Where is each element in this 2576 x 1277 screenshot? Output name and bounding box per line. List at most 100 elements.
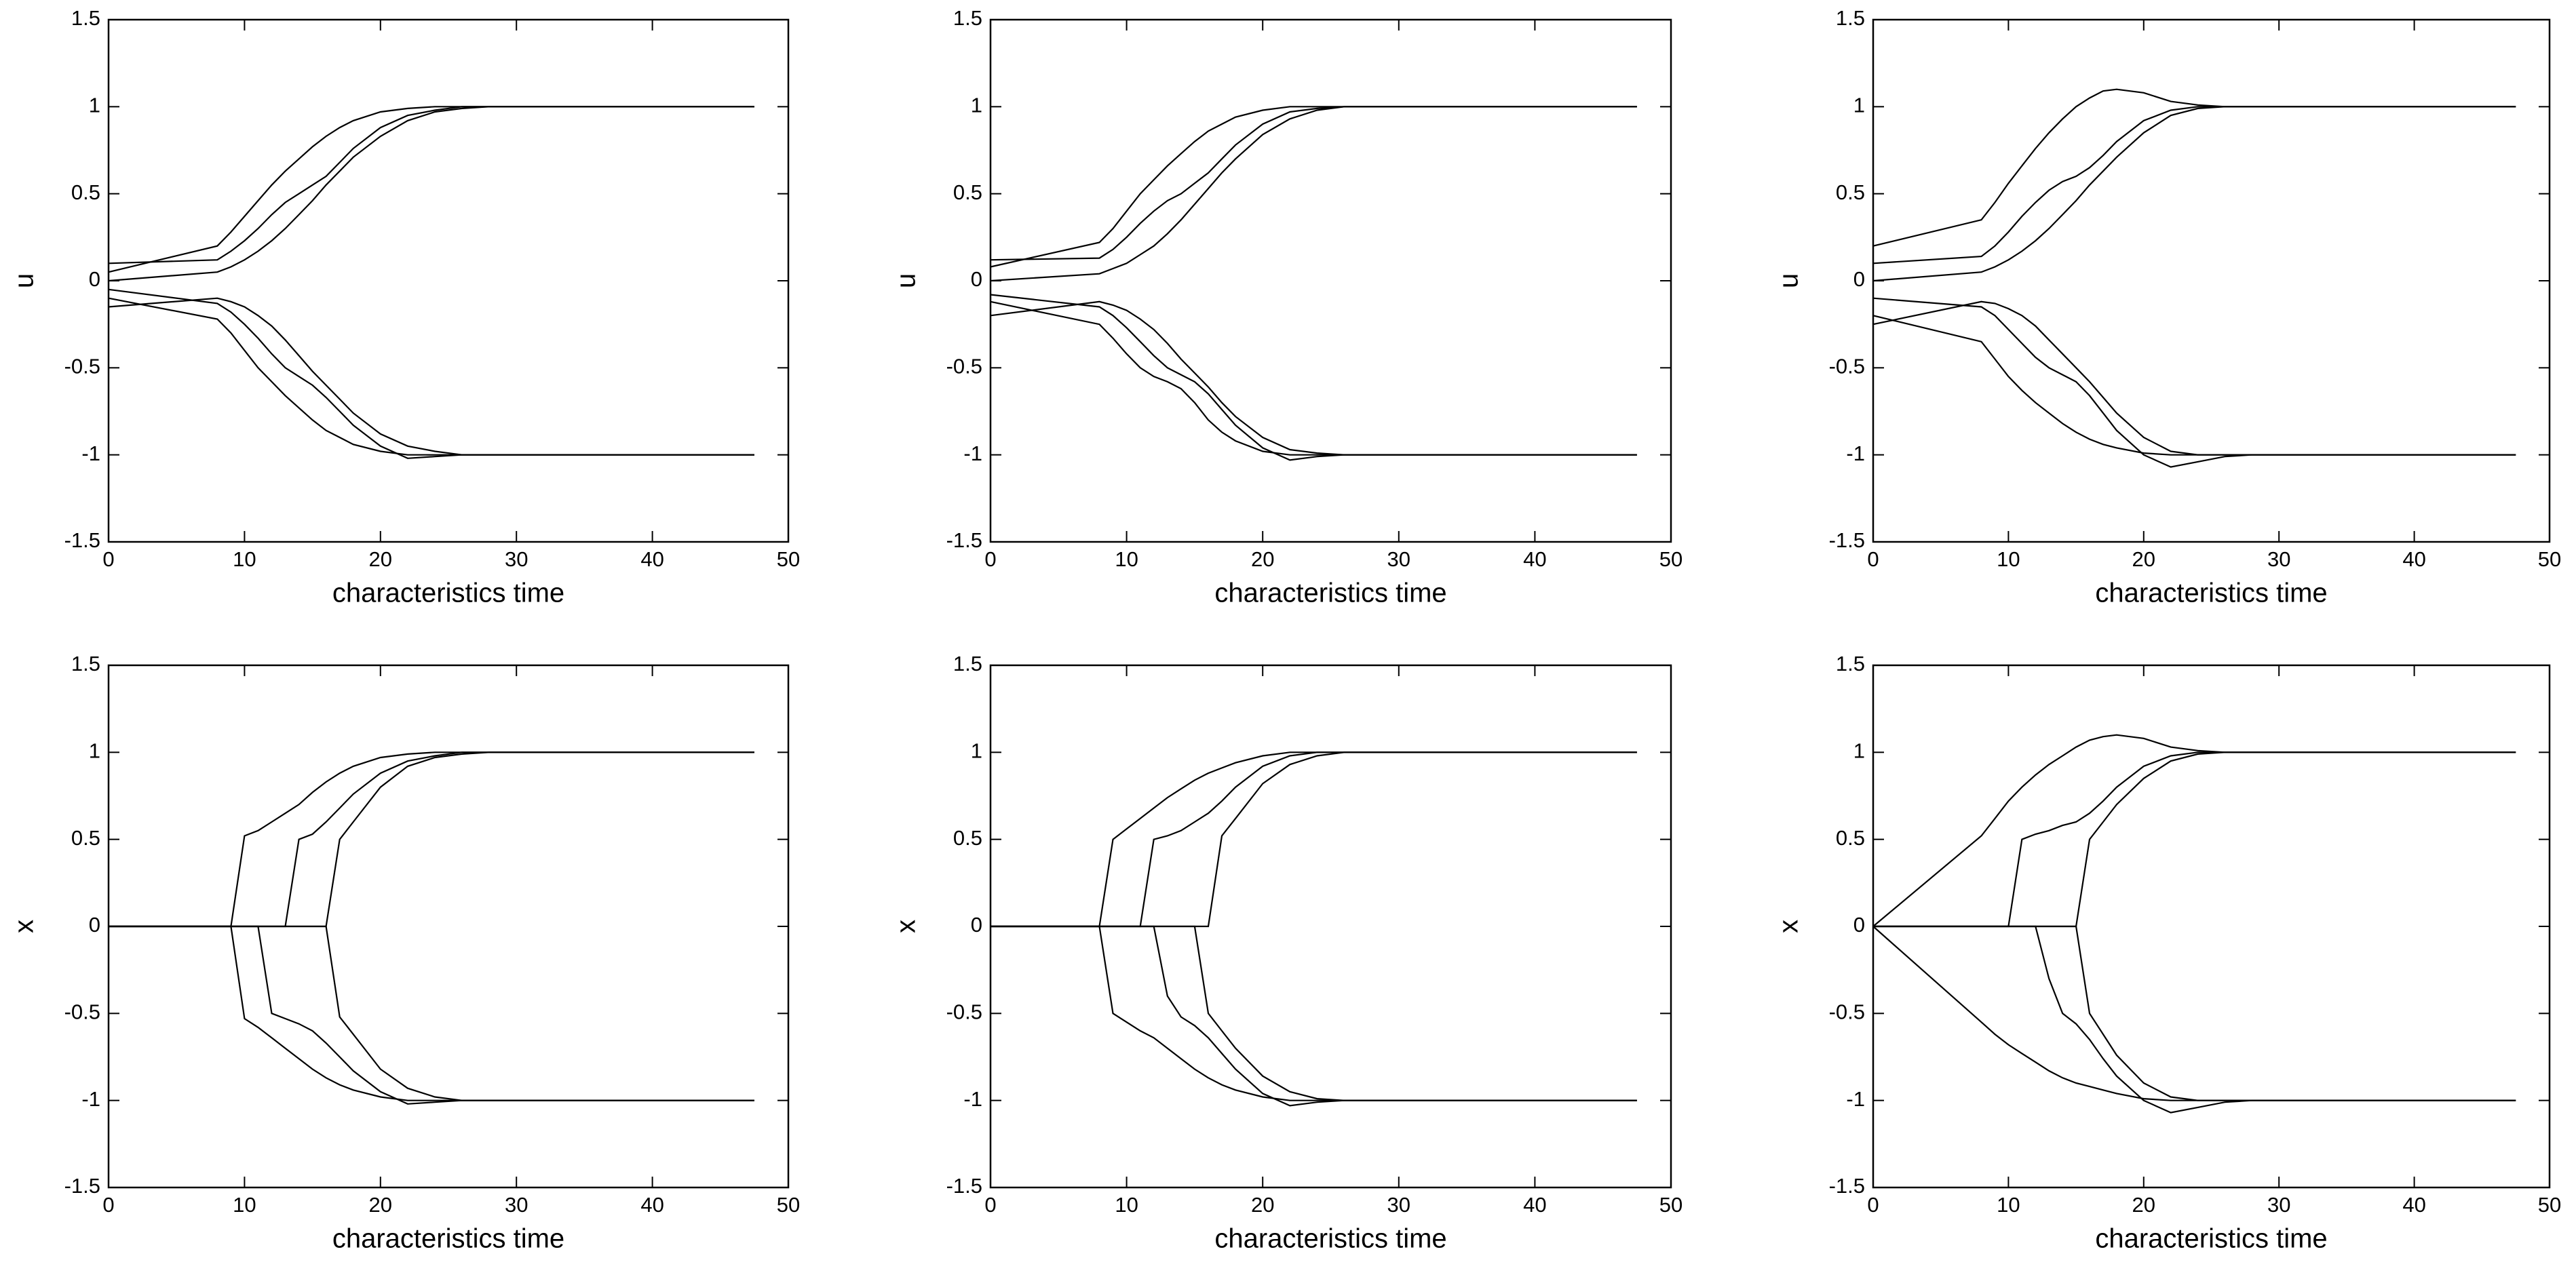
y-tick-label: -0.5 (64, 355, 100, 378)
y-tick-label: 0.5 (71, 826, 100, 850)
y-tick-label: -1 (1846, 441, 1865, 465)
y-tick-label: 1.5 (953, 6, 982, 30)
y-tick-label: 1 (971, 739, 982, 763)
data-line (990, 300, 1637, 456)
x-tick-label: 30 (2267, 1193, 2290, 1217)
x-tick-label: 40 (2402, 1193, 2425, 1217)
x-tick-label: 20 (1251, 547, 1274, 571)
y-tick-label: 1 (89, 739, 100, 763)
x-tick-label: 0 (102, 1193, 114, 1217)
data-line (109, 925, 754, 1101)
y-tick-label: -0.5 (64, 1000, 100, 1024)
x-tick-label: 40 (2402, 547, 2425, 571)
data-line (990, 106, 1637, 282)
x-tick-label: 20 (369, 547, 392, 571)
x-tick-label: 30 (1387, 547, 1410, 571)
y-tick-label: 0 (1853, 267, 1865, 291)
x-tick-label: 10 (1997, 1193, 2020, 1217)
y-tick-label: 1.5 (953, 652, 982, 675)
y-axis-label: u (9, 273, 39, 288)
y-tick-label: -1.5 (64, 528, 100, 552)
data-line (1873, 925, 2516, 1101)
y-tick-label: 0 (971, 913, 982, 937)
y-tick-label: 0 (89, 267, 100, 291)
y-tick-label: 0.5 (953, 180, 982, 204)
y-axis-label: x (891, 920, 921, 933)
x-tick-label: 40 (640, 1193, 664, 1217)
y-tick-label: -1.5 (64, 1174, 100, 1198)
y-axis-label: x (1774, 920, 1804, 933)
x-tick-label: 10 (1115, 1193, 1138, 1217)
x-tick-label: 0 (1867, 547, 1879, 571)
x-tick-label: 20 (2132, 1193, 2155, 1217)
y-axis-label: x (9, 920, 39, 933)
y-tick-label: -0.5 (946, 355, 982, 378)
x-tick-label: 0 (1867, 1193, 1879, 1217)
x-tick-label: 50 (2538, 547, 2561, 571)
y-tick-label: -1.5 (1829, 528, 1865, 552)
x-tick-label: 50 (777, 547, 800, 571)
y-axis-label: u (891, 273, 921, 288)
x-tick-label: 30 (2267, 547, 2290, 571)
x-axis-label: characteristics time (2095, 1224, 2327, 1254)
x-tick-label: 30 (505, 1193, 528, 1217)
y-tick-label: -1.5 (1829, 1174, 1865, 1198)
plot-area (107, 18, 790, 543)
x-tick-label: 20 (1251, 1193, 1274, 1217)
y-tick-label: 1 (1853, 94, 1865, 117)
y-tick-label: 1.5 (71, 652, 100, 675)
data-line (108, 297, 754, 456)
data-line (108, 106, 754, 282)
data-line (1872, 106, 2516, 282)
y-tick-label: -0.5 (1829, 1000, 1865, 1024)
y-tick-label: 0 (1853, 913, 1865, 937)
x-tick-label: 0 (984, 1193, 996, 1217)
y-tick-label: -1.5 (946, 1174, 982, 1198)
x-tick-label: 20 (2132, 547, 2155, 571)
x-tick-label: 50 (777, 1193, 800, 1217)
y-tick-label: 1.5 (1836, 652, 1865, 675)
data-line (991, 925, 1637, 1101)
y-tick-label: 1.5 (71, 6, 100, 30)
x-tick-label: 40 (640, 547, 664, 571)
x-tick-label: 10 (1997, 547, 2020, 571)
y-tick-label: -0.5 (946, 1000, 982, 1024)
y-tick-label: 0.5 (71, 180, 100, 204)
y-tick-label: 1.5 (1836, 6, 1865, 30)
x-axis-label: characteristics time (332, 578, 564, 608)
y-tick-label: 1 (1853, 739, 1865, 763)
y-tick-label: -0.5 (1829, 355, 1865, 378)
x-tick-label: 50 (1659, 547, 1683, 571)
y-tick-label: 1 (971, 94, 982, 117)
x-tick-label: 10 (1115, 547, 1138, 571)
x-tick-label: 0 (984, 547, 996, 571)
y-tick-label: -1 (963, 441, 982, 465)
y-tick-label: 0.5 (953, 826, 982, 850)
x-tick-label: 30 (1387, 1193, 1410, 1217)
x-tick-label: 20 (369, 1193, 392, 1217)
x-tick-label: 30 (505, 547, 528, 571)
y-tick-label: -1 (81, 441, 100, 465)
plot-area (1872, 18, 2551, 543)
y-tick-label: 0.5 (1836, 180, 1865, 204)
x-tick-label: 10 (233, 547, 256, 571)
x-tick-label: 50 (1659, 1193, 1683, 1217)
x-axis-label: characteristics time (2095, 578, 2327, 608)
y-axis-label: u (1774, 273, 1804, 288)
x-tick-label: 0 (102, 547, 114, 571)
y-tick-label: 0.5 (1836, 826, 1865, 850)
y-tick-label: 0 (89, 913, 100, 937)
x-tick-label: 40 (1523, 547, 1546, 571)
x-axis-label: characteristics time (1214, 1224, 1446, 1254)
x-tick-label: 50 (2538, 1193, 2561, 1217)
y-tick-label: -1.5 (946, 528, 982, 552)
y-tick-label: -1 (81, 1087, 100, 1111)
plot-area (989, 18, 1672, 543)
y-tick-label: 1 (89, 94, 100, 117)
y-tick-label: 0 (971, 267, 982, 291)
data-line (1872, 300, 2516, 456)
y-tick-label: -1 (1846, 1087, 1865, 1111)
y-tick-label: -1 (963, 1087, 982, 1111)
x-tick-label: 10 (233, 1193, 256, 1217)
